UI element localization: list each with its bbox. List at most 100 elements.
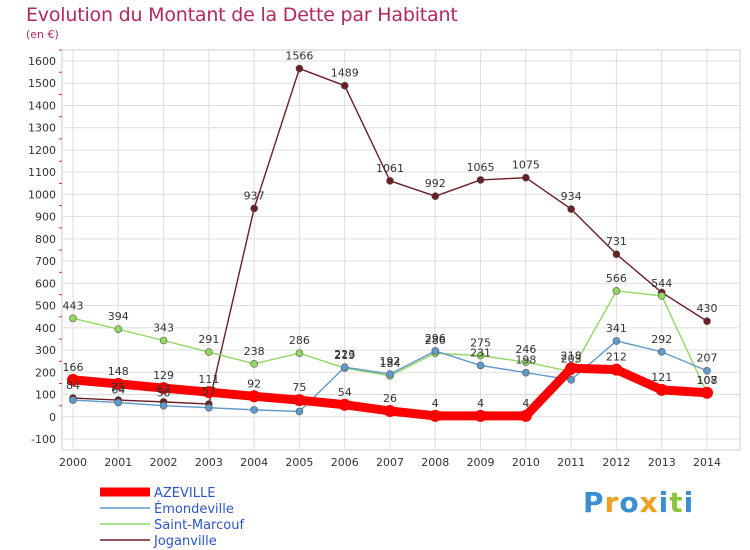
unit-label: (en €)	[26, 28, 59, 41]
data-point	[703, 317, 711, 325]
y-tick-label: 300	[35, 344, 56, 357]
data-point	[612, 250, 621, 259]
x-tick-label: 2012	[602, 456, 630, 469]
data-point	[567, 376, 575, 384]
data-label: 218	[561, 349, 582, 362]
data-label: 343	[153, 321, 174, 334]
data-label: 1061	[376, 162, 404, 175]
data-point	[474, 409, 487, 422]
data-point	[476, 351, 485, 360]
data-label: 992	[425, 177, 446, 190]
data-point	[657, 292, 666, 300]
y-tick-label: 100	[35, 389, 56, 402]
y-tick-label: 200	[35, 366, 56, 379]
x-tick-label: 2000	[59, 456, 87, 469]
data-point	[703, 366, 711, 375]
data-label: 443	[63, 299, 84, 312]
data-point	[386, 177, 394, 185]
data-point	[476, 176, 485, 184]
data-point	[431, 347, 440, 355]
y-tick-label: 400	[35, 322, 56, 335]
data-label: 296	[425, 332, 446, 345]
y-tick-label: 1600	[28, 55, 56, 68]
y-tick-label: 1200	[28, 144, 56, 157]
data-label: 121	[651, 371, 672, 384]
plot-area	[61, 49, 741, 451]
data-point	[476, 361, 485, 370]
logo-letter: t	[669, 486, 684, 519]
data-label: 286	[425, 334, 446, 347]
data-point	[522, 173, 530, 182]
data-point	[567, 205, 575, 213]
data-point	[114, 325, 123, 333]
data-label: 64	[111, 384, 125, 397]
data-label: 430	[697, 302, 718, 315]
data-label: 544	[651, 277, 672, 290]
data-point	[519, 409, 532, 422]
y-tick-label: 800	[35, 233, 56, 246]
data-label: 231	[470, 346, 491, 359]
data-label: 166	[63, 361, 84, 374]
data-label: 92	[247, 377, 261, 390]
data-label: 192	[380, 355, 401, 368]
data-label: 934	[561, 190, 582, 203]
data-point	[157, 382, 170, 395]
data-point	[295, 407, 304, 416]
data-label: 1566	[285, 50, 313, 63]
data-point	[340, 363, 349, 371]
data-point	[250, 406, 258, 414]
data-label: 1065	[467, 161, 495, 174]
chart-title: Evolution du Montant de la Dette par Hab…	[26, 4, 458, 26]
data-point	[205, 403, 213, 412]
data-label: 75	[292, 381, 306, 394]
x-tick-label: 2004	[240, 456, 268, 469]
logo-letter: r	[604, 486, 620, 519]
data-point	[295, 64, 304, 73]
legend-label: Joganville	[153, 534, 217, 549]
legend-label: Émondeville	[154, 501, 234, 517]
data-point	[69, 314, 77, 323]
data-label: 292	[651, 333, 672, 346]
data-point	[340, 81, 349, 90]
x-tick-label: 2002	[150, 456, 178, 469]
data-point	[386, 370, 394, 378]
x-tick-label: 2013	[648, 456, 676, 469]
x-tick-label: 2010	[512, 456, 540, 469]
data-point	[338, 398, 351, 411]
x-tick-label: 2011	[557, 456, 585, 469]
x-tick-label: 2005	[285, 456, 313, 469]
data-point	[67, 373, 79, 386]
data-point	[205, 348, 213, 356]
data-point	[565, 362, 578, 375]
logo-letter: P	[583, 486, 605, 519]
data-label: 4	[432, 397, 439, 410]
y-tick-label: 1000	[28, 188, 56, 201]
data-point	[384, 404, 396, 417]
data-label: 4	[522, 397, 529, 410]
y-tick-label: 700	[35, 255, 56, 268]
data-label: 148	[108, 365, 129, 378]
x-tick-label: 2001	[104, 456, 132, 469]
x-tick-label: 2006	[331, 456, 359, 469]
data-label: 223	[334, 348, 355, 361]
data-point	[657, 348, 666, 356]
data-point	[522, 358, 530, 366]
data-point	[431, 192, 440, 200]
data-label: 291	[198, 333, 219, 346]
data-label: 212	[606, 351, 627, 364]
y-tick-label: 1300	[28, 122, 56, 135]
data-point	[159, 401, 168, 410]
data-label: 111	[198, 373, 219, 386]
data-label: 286	[289, 334, 310, 347]
data-label: 275	[470, 337, 491, 350]
data-label: 1075	[512, 159, 540, 172]
y-tick-label: 1500	[28, 77, 56, 90]
x-tick-label: 2014	[693, 456, 721, 469]
proxiti-logo: Proxiti	[583, 486, 694, 519]
data-point	[248, 390, 261, 403]
logo-letter: i	[683, 486, 695, 519]
data-label: 198	[515, 354, 536, 367]
y-tick-label: 600	[35, 277, 56, 290]
